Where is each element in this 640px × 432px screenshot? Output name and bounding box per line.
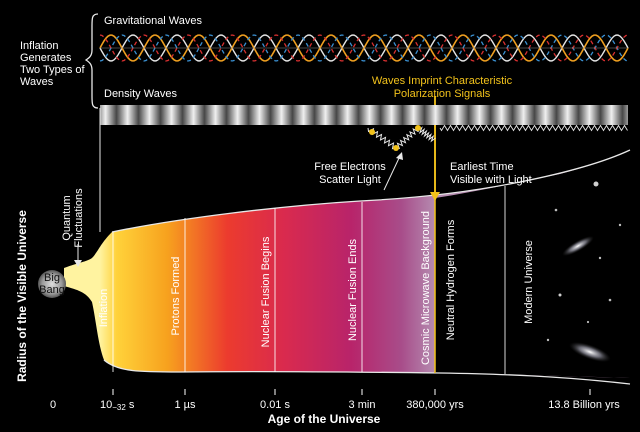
earliest-time-label-2: Visible with Light (450, 174, 532, 186)
star-4 (558, 293, 562, 297)
era-label-fusion-ends: Nuclear Fusion Ends (347, 238, 359, 341)
gravitational-wave-2 (99, 34, 629, 62)
star-1 (593, 181, 599, 187)
big-bang-label-1: Big (44, 272, 60, 284)
left-bracket (84, 13, 99, 109)
cone-outline-bottom (103, 359, 631, 385)
tick-label-5: 380,000 yrs (406, 399, 464, 411)
cmb-arrow (430, 192, 440, 201)
dark-universe-region (435, 150, 630, 378)
star-3 (598, 256, 602, 260)
tick-label-1-exponent: −32 (112, 403, 126, 412)
era-lines (112, 186, 506, 374)
quantum-fluctuations-label-1: Quantum (61, 195, 73, 240)
star-6 (586, 320, 590, 324)
photon-path-1 (395, 126, 419, 149)
tick-label-6: 13.8 Billion yrs (548, 399, 620, 411)
era-label-inflation: Inflation (98, 289, 110, 328)
galaxy-2 (569, 342, 611, 362)
tick-label-2: 1 µs (174, 399, 196, 411)
inflation-generates-label: Inflation Generates Two Types of Waves (20, 40, 86, 88)
y-axis-title: Radius of the Visible Universe (15, 210, 29, 382)
waves-imprint-label-2: Polarization Signals (394, 88, 491, 100)
star-8 (618, 223, 622, 227)
density-waves-label: Density Waves (104, 88, 177, 100)
era-label-modern: Modern Universe (523, 240, 535, 324)
x-axis-ticks (112, 389, 591, 395)
waves-imprint-label-1: Waves Imprint Characteristic (372, 75, 513, 87)
free-electrons-label-1: Free Electrons (314, 161, 386, 173)
big-bang-ball (38, 270, 66, 298)
gravitational-wave-3 (99, 34, 629, 62)
era-label-protons: Protons Formed (170, 257, 182, 336)
big-bang-label-2: Bang (39, 284, 65, 296)
density-waves-band (100, 105, 628, 125)
galaxy-1 (562, 236, 594, 256)
star-5 (608, 298, 612, 302)
photon-path-2 (416, 126, 436, 143)
tick-label-3: 0.01 s (260, 399, 290, 411)
inflation-generates-line-3: Two Types of (20, 64, 86, 76)
quantum-fluctuations-arrow (74, 260, 82, 267)
electron-dot-1 (415, 125, 421, 131)
tick-label-4: 3 min (349, 399, 376, 411)
era-label-fusion-begins: Nuclear Fusion Begins (260, 236, 272, 347)
tick-label-1: 10−32 s (100, 399, 135, 412)
tick-label-0: 0 (50, 399, 56, 411)
inflation-generates-line-4: Waves (20, 76, 54, 88)
quantum-fluctuations-label-2: Fluctuations (73, 188, 85, 248)
star-2 (554, 208, 558, 212)
star-7 (546, 338, 550, 342)
tick-label-1-base: 10 (100, 399, 112, 411)
free-electrons-pointer (383, 155, 401, 191)
era-label-neutral-hydrogen: Neutral Hydrogen Forms (445, 219, 457, 340)
electron-dot-2 (369, 129, 375, 135)
free-electrons-label-2: Scatter Light (319, 174, 381, 186)
electron-scatter-symbol (367, 124, 628, 151)
light-wave (439, 124, 628, 132)
inflation-generates-line-1: Inflation (20, 40, 59, 52)
era-label-cmb: Cosmic Microwave Background (420, 211, 432, 365)
x-axis-title: Age of the Universe (268, 412, 381, 426)
era-labels: Inflation Protons Formed Nuclear Fusion … (98, 211, 535, 365)
gravitational-waves-label: Gravitational Waves (104, 15, 203, 27)
cone-outline (111, 149, 631, 233)
galaxies (546, 181, 622, 362)
x-axis-tick-labels: 0 10−32 s 1 µs 0.01 s 3 min 380,000 yrs … (50, 399, 620, 412)
earliest-time-label-1: Earliest Time (450, 161, 514, 173)
free-electrons-pointer-head (396, 152, 403, 160)
tick-label-1-unit: s (126, 399, 135, 411)
electron-dot-0 (393, 145, 399, 151)
inflation-generates-line-2: Generates (20, 52, 72, 64)
